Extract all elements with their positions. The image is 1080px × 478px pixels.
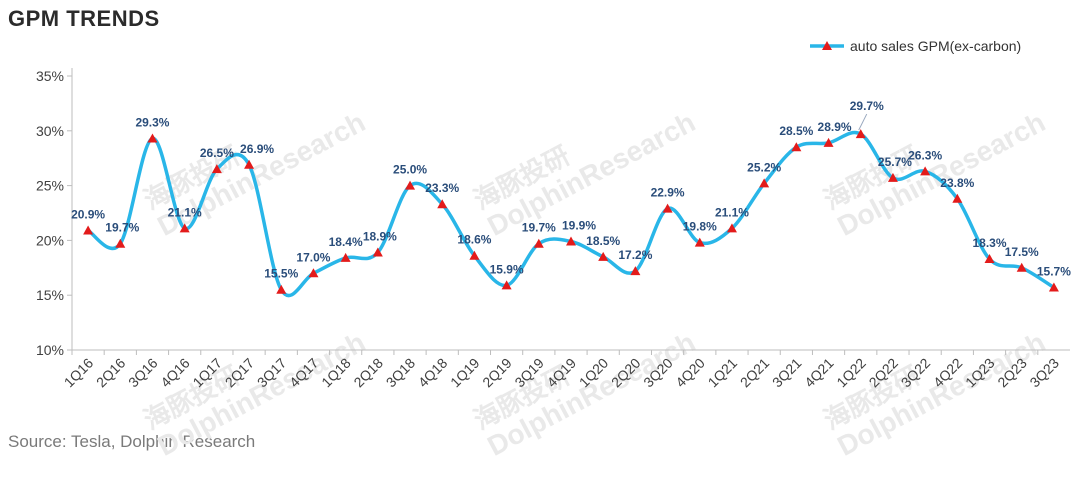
data-point-marker <box>920 166 931 176</box>
y-tick-label: 15% <box>36 287 64 303</box>
x-tick-label: 2Q19 <box>479 355 515 391</box>
data-point-marker <box>179 223 190 233</box>
x-tick-label: 4Q21 <box>801 355 837 391</box>
data-point-marker <box>791 142 802 152</box>
data-label: 17.5% <box>1005 245 1039 259</box>
data-label: 19.8% <box>683 220 717 234</box>
data-point-marker <box>244 159 255 169</box>
y-tick-label: 20% <box>36 232 64 248</box>
data-point-marker <box>630 266 641 276</box>
data-label: 23.3% <box>425 181 459 195</box>
data-label: 29.3% <box>135 115 169 129</box>
data-label: 26.3% <box>908 148 942 162</box>
data-point-marker <box>83 225 94 235</box>
data-point-marker <box>823 137 834 147</box>
x-tick-label: 2Q21 <box>737 355 773 391</box>
data-point-marker <box>405 180 416 190</box>
data-label: 19.9% <box>562 218 596 232</box>
data-label: 18.5% <box>586 234 620 248</box>
data-point-marker <box>1048 282 1059 292</box>
data-label: 26.5% <box>200 146 234 160</box>
data-label: 15.7% <box>1037 265 1071 279</box>
data-label: 15.5% <box>264 267 298 281</box>
data-label: 21.1% <box>715 205 749 219</box>
data-point-marker <box>984 254 995 264</box>
legend-label: auto sales GPM(ex-carbon) <box>850 38 1021 54</box>
x-tick-label: 3Q16 <box>125 355 161 391</box>
data-label: 25.0% <box>393 163 427 177</box>
data-label: 28.9% <box>818 120 852 134</box>
data-label: 18.9% <box>363 229 397 243</box>
data-point-marker <box>469 250 480 260</box>
data-label-layer: 20.9%19.7%29.3%21.1%26.5% 26.9%15.5%17.0%… <box>71 99 1071 281</box>
series-layer <box>83 129 1059 298</box>
data-point-marker <box>566 236 576 246</box>
data-label: 19.7% <box>105 221 139 235</box>
data-point-marker <box>726 223 737 233</box>
data-point-marker <box>887 172 898 182</box>
x-tick-label: 1Q16 <box>61 355 97 391</box>
label-leader-line <box>858 113 868 131</box>
legend: auto sales GPM(ex-carbon) <box>810 38 1021 54</box>
data-point-marker <box>533 238 544 248</box>
data-point-marker <box>1016 262 1027 272</box>
data-point-marker <box>276 284 287 294</box>
data-point-marker <box>115 238 126 248</box>
data-label: 19.7% <box>522 221 556 235</box>
data-label: 20.9% <box>71 208 105 222</box>
x-tick-label: 2Q16 <box>93 355 129 391</box>
series-line <box>87 130 1055 298</box>
data-point-marker <box>340 252 351 262</box>
x-tick-label: 1Q19 <box>447 355 483 391</box>
x-tick-label: 4Q18 <box>415 355 451 391</box>
data-label: 22.9% <box>651 186 685 200</box>
data-label: 18.6% <box>457 233 491 247</box>
data-point-marker <box>211 164 222 174</box>
y-tick-label: 30% <box>36 123 64 139</box>
chart-title: GPM TRENDS <box>8 6 160 31</box>
data-label: 17.0% <box>296 250 330 264</box>
data-label: 29.7% <box>850 99 884 113</box>
data-label: 18.4% <box>329 235 363 249</box>
data-label: 21.1% <box>168 205 202 219</box>
data-point-marker <box>501 280 512 290</box>
data-label: 23.8% <box>940 176 974 190</box>
data-label: 25.7% <box>878 155 912 169</box>
x-tick-label: 3Q18 <box>383 355 419 391</box>
data-point-marker <box>598 251 609 261</box>
x-tick-label: 3Q21 <box>769 355 805 391</box>
x-tick-label: 1Q21 <box>705 355 741 391</box>
data-point-marker <box>759 178 770 188</box>
y-tick-label: 25% <box>36 178 64 194</box>
data-point-marker <box>147 133 158 143</box>
data-label: 25.2% <box>747 160 781 174</box>
data-label: 18.3% <box>973 236 1007 250</box>
data-point-marker <box>694 237 705 247</box>
data-point-marker <box>662 203 673 213</box>
data-label: 17.2% <box>618 248 652 262</box>
data-point-marker <box>952 193 963 203</box>
data-label: 26.9% <box>240 142 274 156</box>
data-point-marker <box>308 268 319 278</box>
y-tick-label: 35% <box>36 68 64 84</box>
source-note: Source: Tesla, Dolphin Research <box>8 432 256 451</box>
data-point-marker <box>372 247 383 257</box>
data-point-marker <box>855 129 866 139</box>
legend-marker-swatch <box>822 41 832 50</box>
data-label: 28.5% <box>779 124 813 138</box>
data-label: 15.9% <box>490 262 524 276</box>
data-point-marker <box>437 199 448 209</box>
y-tick-label: 10% <box>36 342 64 358</box>
